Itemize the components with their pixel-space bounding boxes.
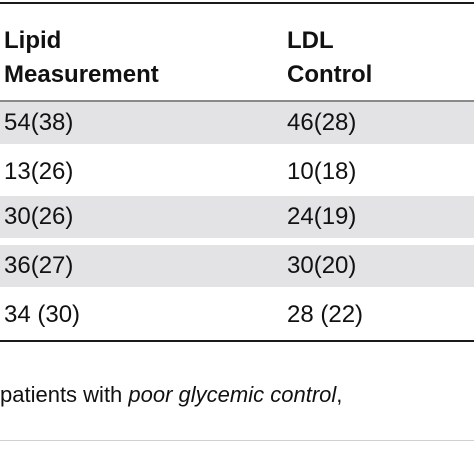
column-header-lipid-measurement: Lipid Measurement (4, 24, 159, 92)
column-header-line: Lipid (4, 27, 62, 54)
table-top-rule (0, 2, 474, 4)
column-header-line: Measurement (4, 61, 159, 88)
table-row: 54(38) 46(28) (0, 102, 474, 144)
table-row: 36(27) 30(20) (0, 245, 474, 287)
table-cell: 28 (22) (287, 301, 364, 328)
table-cell: 30(26) (4, 203, 74, 230)
table-cell: 13(26) (4, 158, 74, 185)
table-header-rule (0, 100, 474, 102)
table-row: 30(26) 24(19) (0, 196, 474, 238)
table-row: 34 (30) 28 (22) (0, 294, 474, 336)
table-cell: 46(28) (287, 109, 357, 136)
table-row: 13(26) 10(18) (0, 151, 474, 193)
table-cell: 54(38) (4, 109, 74, 136)
footnote-emphasis: poor glycemic control (128, 382, 337, 407)
footnote-divider (0, 440, 474, 441)
table-cell: 24(19) (287, 203, 357, 230)
column-header-line: Control (287, 61, 373, 88)
table-footnote: patients with poor glycemic control, (0, 380, 342, 410)
table-cell: 34 (30) (4, 301, 81, 328)
table-cell: 36(27) (4, 252, 74, 279)
column-header-line: LDL (287, 27, 334, 54)
table-bottom-rule (0, 340, 474, 342)
footnote-punctuation: , (336, 382, 343, 407)
table-cell: 30(20) (287, 252, 357, 279)
table-cell: 10(18) (287, 158, 357, 185)
footnote-text: patients with (0, 382, 129, 407)
column-header-ldl-control: LDL Control (287, 24, 372, 92)
table-header-row: Lipid Measurement LDL Control (0, 4, 474, 100)
